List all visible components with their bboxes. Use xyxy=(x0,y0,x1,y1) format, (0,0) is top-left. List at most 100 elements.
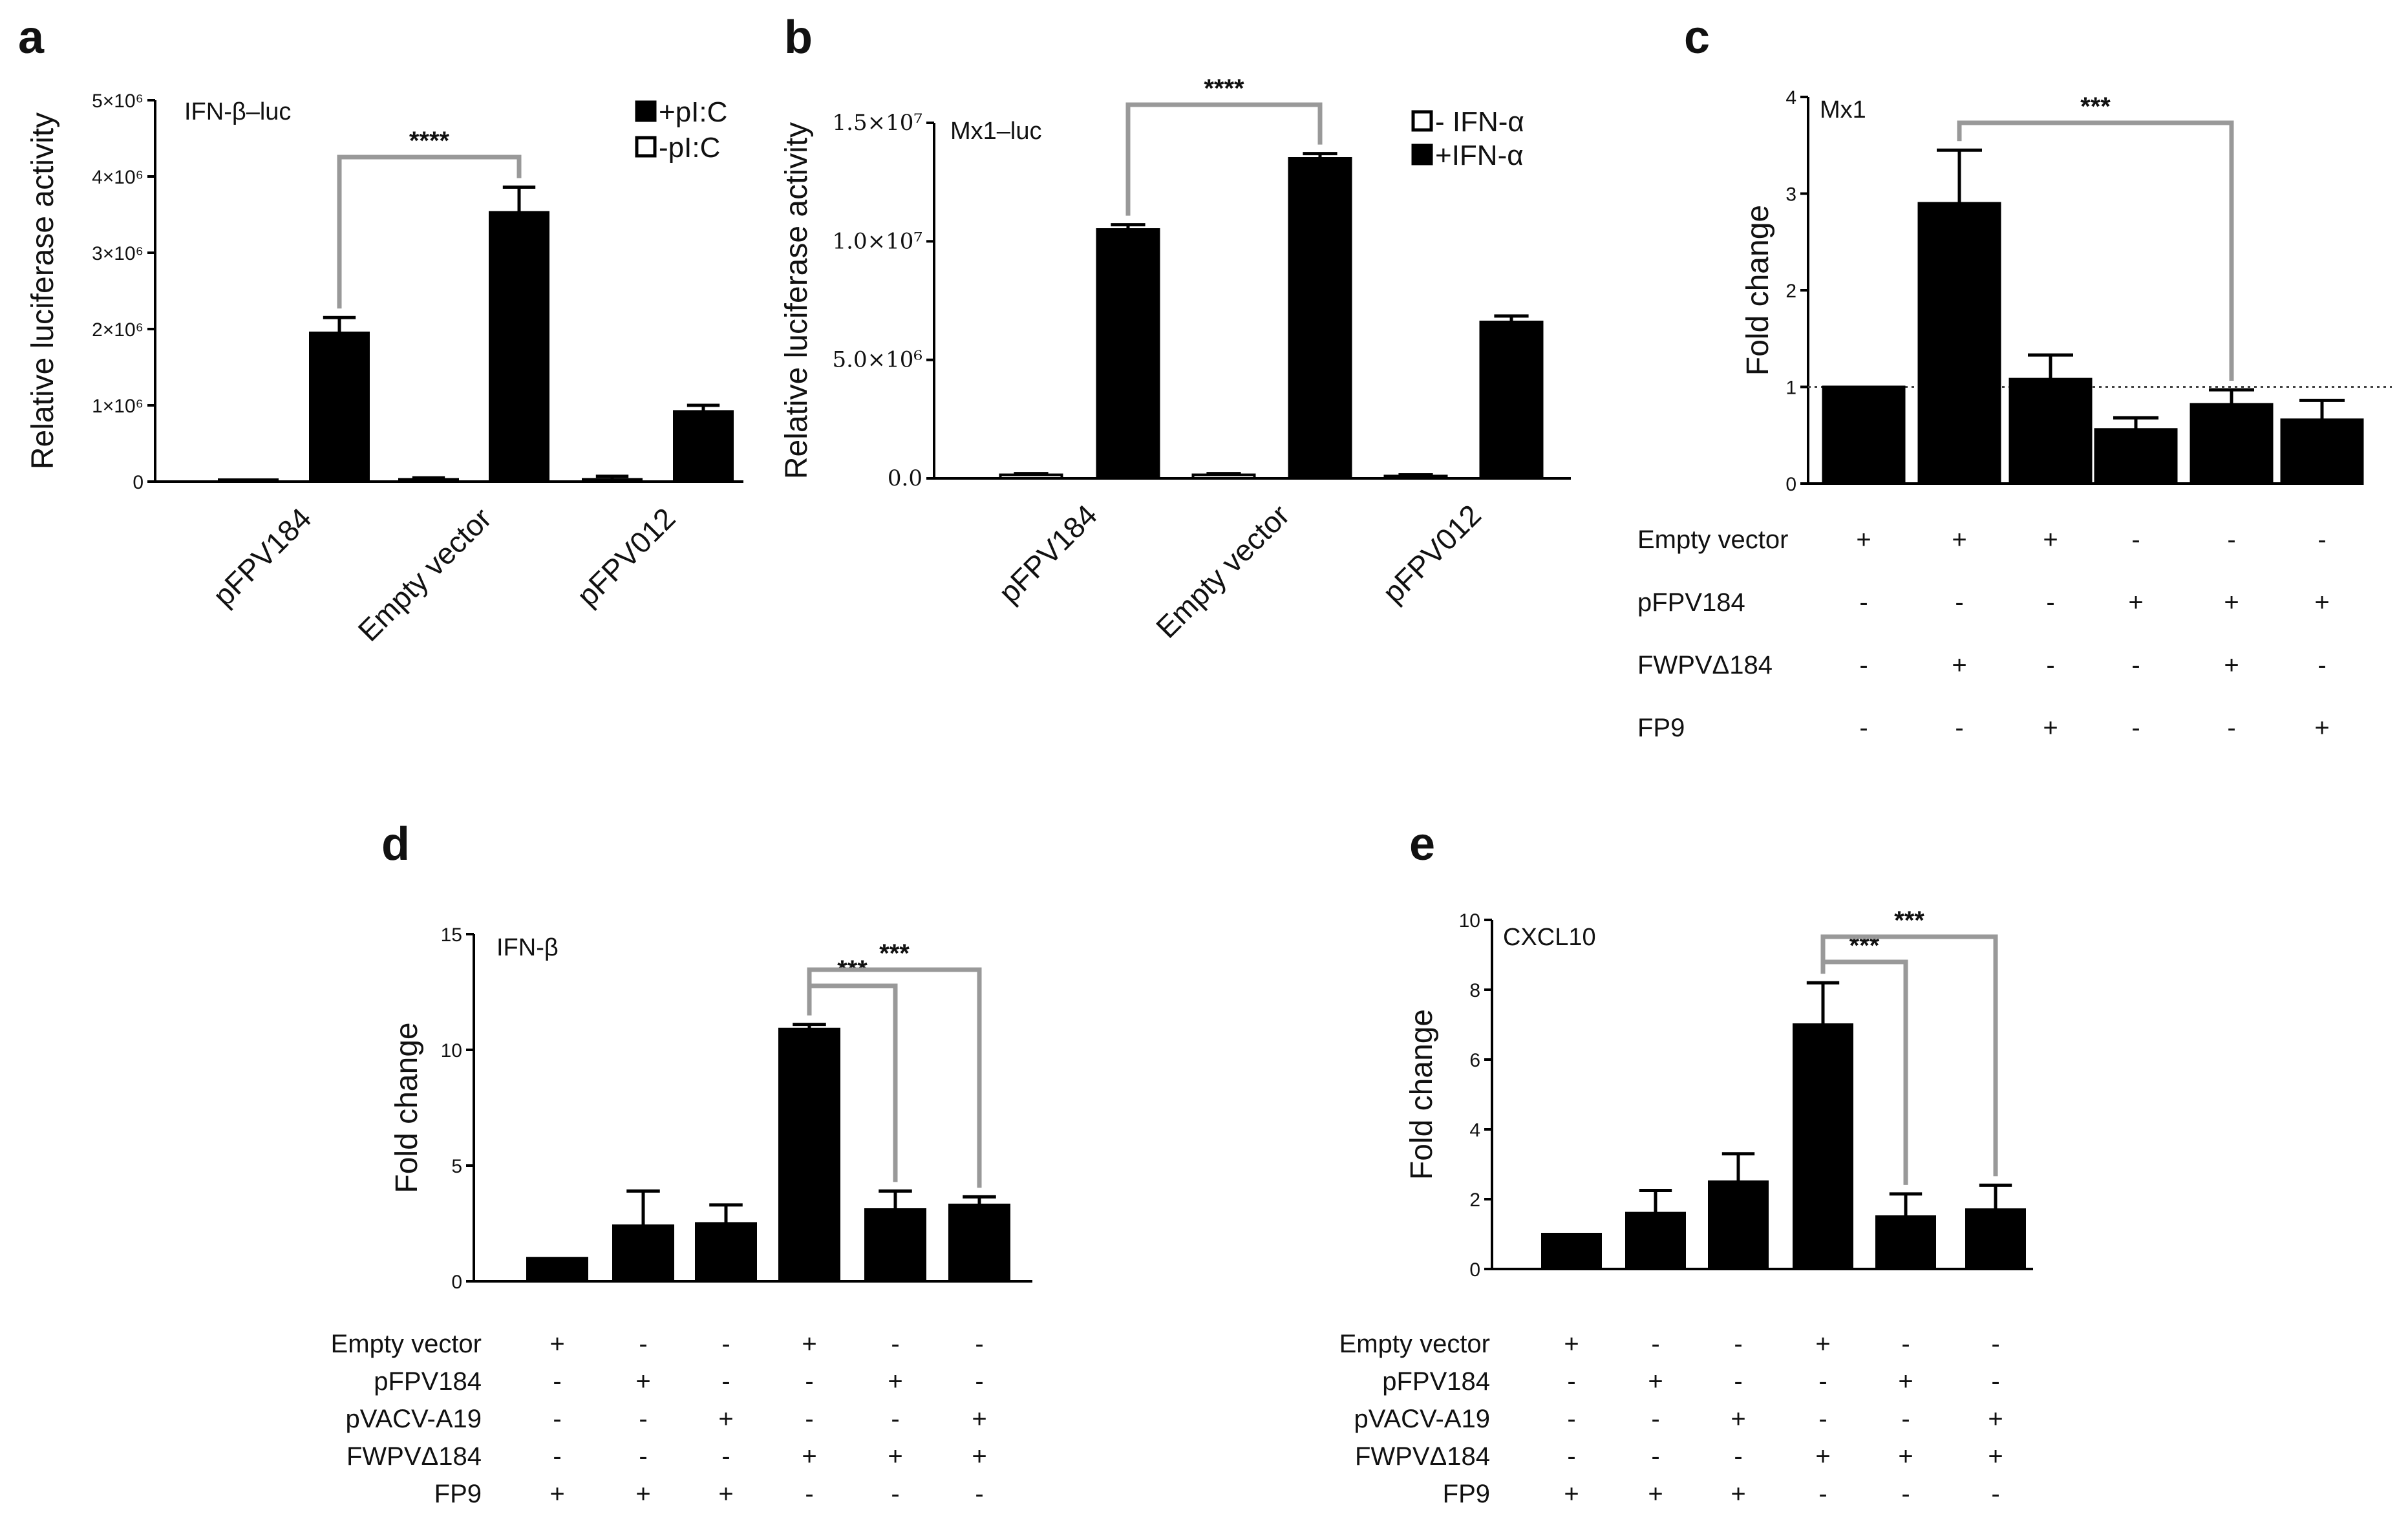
y-tick-label: 1×10⁶ xyxy=(92,396,144,417)
condition-sign: - xyxy=(891,1330,899,1358)
condition-sign: - xyxy=(975,1367,983,1396)
condition-sign: + xyxy=(1731,1405,1745,1433)
condition-sign: - xyxy=(553,1442,561,1471)
bar-filled xyxy=(1479,321,1544,480)
significance-stars: *** xyxy=(1894,906,1924,935)
bar xyxy=(1965,1208,2026,1270)
condition-sign: - xyxy=(721,1367,730,1396)
y-tick-label: 0 xyxy=(1469,1259,1480,1281)
significance-stars: **** xyxy=(409,127,450,155)
y-tick-label: 4 xyxy=(1785,87,1796,109)
condition-row-label: FWPVΔ184 xyxy=(1637,651,1773,679)
condition-row-label: FWPVΔ184 xyxy=(346,1442,482,1471)
y-axis-title: Fold change xyxy=(1405,1009,1439,1180)
condition-row-label: Empty vector xyxy=(1339,1330,1490,1358)
condition-sign: - xyxy=(1734,1442,1742,1471)
condition-sign: - xyxy=(1991,1480,1999,1508)
panel-label-b: b xyxy=(784,12,813,63)
y-tick-label: 1.5×10⁷ xyxy=(833,110,922,136)
condition-row-label: pFPV184 xyxy=(1637,588,1745,617)
condition-row-label: FP9 xyxy=(1637,714,1685,742)
condition-sign: - xyxy=(1901,1330,1910,1358)
panel-e-chart: 0 2 4 6 8 10 Fold change CXCL10 Empty vector + - - +… xyxy=(1339,906,2033,1508)
condition-sign: + xyxy=(1648,1480,1663,1508)
condition-sign: + xyxy=(1815,1330,1830,1358)
condition-sign: + xyxy=(549,1480,564,1508)
condition-sign: - xyxy=(1901,1480,1910,1508)
y-axis-title: Relative luciferase activity xyxy=(26,112,60,469)
y-axis-title: Fold change xyxy=(390,1022,424,1193)
y-tick-label: 0 xyxy=(133,472,144,493)
condition-sign: + xyxy=(2224,588,2239,617)
y-tick-label: 1 xyxy=(1785,378,1796,399)
condition-sign: - xyxy=(1734,1367,1742,1396)
bar xyxy=(2280,418,2364,485)
condition-sign: + xyxy=(2043,526,2058,554)
legend-swatch-filled xyxy=(635,100,657,122)
bar-open xyxy=(1191,473,1256,480)
category-label: pFPV012 xyxy=(1376,498,1487,609)
condition-sign: - xyxy=(1955,588,1963,617)
condition-sign: - xyxy=(1567,1442,1575,1471)
panel-d-chart: 0 5 10 15 Fold change IFN-β Empty vector + - - + - -… xyxy=(331,924,1032,1508)
significance-stars: **** xyxy=(1204,74,1244,103)
significance-bracket xyxy=(1820,934,1998,1177)
significance-bracket xyxy=(1125,102,1323,216)
y-axis-title: Relative luciferase activity xyxy=(780,122,814,479)
condition-sign: + xyxy=(635,1367,650,1396)
condition-sign: + xyxy=(2043,714,2058,742)
panel-label-c: c xyxy=(1684,12,1710,63)
condition-sign: - xyxy=(1991,1330,1999,1358)
legend-label: +IFN-α xyxy=(1435,140,1524,171)
condition-sign: - xyxy=(1818,1480,1827,1508)
bar-filled xyxy=(489,211,549,483)
bar-open xyxy=(398,478,459,484)
condition-sign: - xyxy=(2131,526,2140,554)
legend-label: - IFN-α xyxy=(1435,106,1524,138)
condition-sign: - xyxy=(639,1405,647,1433)
condition-sign: + xyxy=(1731,1480,1745,1508)
legend-swatch-filled xyxy=(1411,144,1433,165)
condition-row-label: pVACV-A19 xyxy=(1354,1405,1491,1433)
condition-row-label: pFPV184 xyxy=(1382,1367,1490,1396)
condition-sign: + xyxy=(1564,1480,1579,1508)
bar-filled xyxy=(673,410,734,483)
bar-open xyxy=(999,473,1063,480)
y-tick-label: 10 xyxy=(441,1040,462,1061)
legend-swatch-open xyxy=(635,136,657,158)
condition-sign: - xyxy=(975,1480,983,1508)
y-tick-label: 5.0×10⁶ xyxy=(833,347,922,373)
condition-sign: + xyxy=(1856,526,1871,554)
panel-label-e: e xyxy=(1409,818,1435,870)
condition-sign: - xyxy=(721,1330,730,1358)
significance-bracket xyxy=(337,155,522,309)
panel-label-a: a xyxy=(18,12,45,63)
condition-sign: - xyxy=(639,1442,647,1471)
plot-annotation: IFN-β–luc xyxy=(184,98,291,125)
y-tick-label: 2 xyxy=(1469,1189,1480,1211)
category-label: Empty vector xyxy=(1149,498,1296,645)
bar xyxy=(526,1257,588,1283)
bar xyxy=(1625,1211,1686,1270)
category-label: pFPV184 xyxy=(206,501,317,612)
bar xyxy=(1917,202,2001,485)
y-tick-label: 0 xyxy=(451,1272,462,1293)
condition-sign: - xyxy=(1818,1405,1827,1433)
bar-filled xyxy=(309,331,370,484)
condition-sign: - xyxy=(1651,1330,1659,1358)
bar-filled xyxy=(1288,157,1352,480)
plot-annotation: CXCL10 xyxy=(1503,924,1596,951)
condition-sign: + xyxy=(1988,1405,2003,1433)
condition-sign: + xyxy=(802,1330,816,1358)
condition-sign: + xyxy=(2128,588,2143,617)
condition-row-label: Empty vector xyxy=(331,1330,482,1358)
legend-label: -pI:C xyxy=(659,132,720,164)
condition-sign: + xyxy=(2224,651,2239,679)
panel-c-chart: 0 1 2 3 4 Fold change Mx1 Empty vector + + + - - - pFP… xyxy=(1637,87,2392,742)
panel-b-chart: 0.0 5.0×10⁶ 1.0×10⁷ 1.5×10⁷ Relative lucifer… xyxy=(780,74,1571,645)
condition-sign: - xyxy=(1901,1405,1910,1433)
condition-sign: + xyxy=(2314,588,2329,617)
condition-row-label: pVACV-A19 xyxy=(346,1405,482,1433)
panel-label-d: d xyxy=(381,818,410,870)
